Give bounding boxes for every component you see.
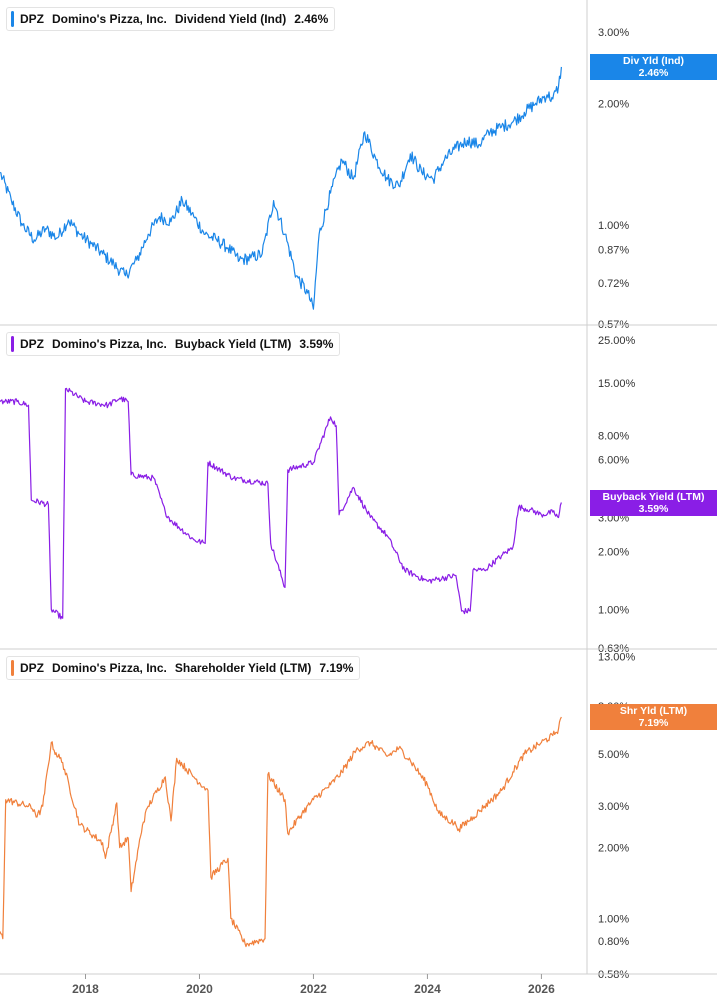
legend-company: Domino's Pizza, Inc. bbox=[52, 337, 167, 351]
y-tick-label: 1.00% bbox=[598, 220, 629, 232]
series-line bbox=[0, 716, 562, 948]
legend-swatch bbox=[11, 336, 14, 352]
legend-swatch bbox=[11, 660, 14, 676]
y-tick-label: 2.00% bbox=[598, 546, 629, 558]
legend-box: DPZ Domino's Pizza, Inc. Dividend Yield (I… bbox=[6, 7, 336, 31]
y-tick-label: 1.00% bbox=[598, 604, 629, 616]
y-tick-label: 0.72% bbox=[598, 278, 629, 290]
x-tick-label: 2024 bbox=[414, 982, 441, 996]
y-tick-label: 25.00% bbox=[598, 335, 636, 347]
y-tick-label: 5.00% bbox=[598, 749, 629, 761]
y-tick-label: 3.00% bbox=[598, 27, 629, 39]
y-tick-label: 3.00% bbox=[598, 513, 629, 525]
legend-swatch bbox=[11, 11, 14, 27]
badge-line1: Shr Yld (LTM) bbox=[619, 705, 688, 718]
x-tick-label: 2018 bbox=[72, 982, 99, 996]
value-badge: Shr Yld (LTM) 7.19% bbox=[590, 704, 717, 731]
y-tick-label: 15.00% bbox=[598, 378, 636, 390]
y-tick-label: 0.87% bbox=[598, 245, 629, 257]
y-tick-label: 0.58% bbox=[598, 969, 629, 981]
series-line bbox=[0, 66, 562, 310]
legend-box: DPZ Domino's Pizza, Inc. Buyback Yield (LT… bbox=[6, 332, 341, 356]
y-tick-label: 6.00% bbox=[598, 455, 629, 467]
legend-value: 3.59% bbox=[299, 337, 334, 351]
y-tick-label: 2.00% bbox=[598, 843, 629, 855]
legend-value: 2.46% bbox=[294, 12, 329, 26]
legend-ticker: DPZ bbox=[20, 12, 44, 26]
y-tick-label: 8.00% bbox=[598, 431, 629, 443]
legend-metric: Dividend Yield (Ind) bbox=[174, 12, 287, 26]
badge-line1: Div Yld (Ind) bbox=[622, 54, 685, 67]
badge-line2: 7.19% bbox=[638, 717, 669, 730]
y-tick-label: 2.00% bbox=[598, 98, 629, 110]
y-tick-label: 1.00% bbox=[598, 913, 629, 925]
legend-value: 7.19% bbox=[319, 661, 354, 675]
value-badge: Buyback Yield (LTM) 3.59% bbox=[590, 489, 717, 516]
legend-metric: Buyback Yield (LTM) bbox=[174, 337, 292, 351]
badge-line2: 3.59% bbox=[638, 502, 669, 515]
value-badge: Div Yld (Ind) 2.46% bbox=[590, 53, 717, 80]
badge-line2: 2.46% bbox=[638, 66, 669, 79]
y-tick-label: 13.00% bbox=[598, 652, 636, 664]
legend-company: Domino's Pizza, Inc. bbox=[52, 661, 167, 675]
legend-ticker: DPZ bbox=[20, 661, 44, 675]
legend-company: Domino's Pizza, Inc. bbox=[52, 12, 167, 26]
legend-box: DPZ Domino's Pizza, Inc. Shareholder Yield… bbox=[6, 656, 361, 680]
y-tick-label: 0.80% bbox=[598, 936, 629, 948]
x-tick-label: 2020 bbox=[186, 982, 213, 996]
legend-ticker: DPZ bbox=[20, 337, 44, 351]
x-tick-label: 2022 bbox=[300, 982, 327, 996]
y-tick-label: 3.00% bbox=[598, 801, 629, 813]
x-tick-label: 2026 bbox=[528, 982, 555, 996]
series-line bbox=[0, 387, 562, 620]
badge-line1: Buyback Yield (LTM) bbox=[602, 490, 705, 503]
legend-metric: Shareholder Yield (LTM) bbox=[174, 661, 312, 675]
